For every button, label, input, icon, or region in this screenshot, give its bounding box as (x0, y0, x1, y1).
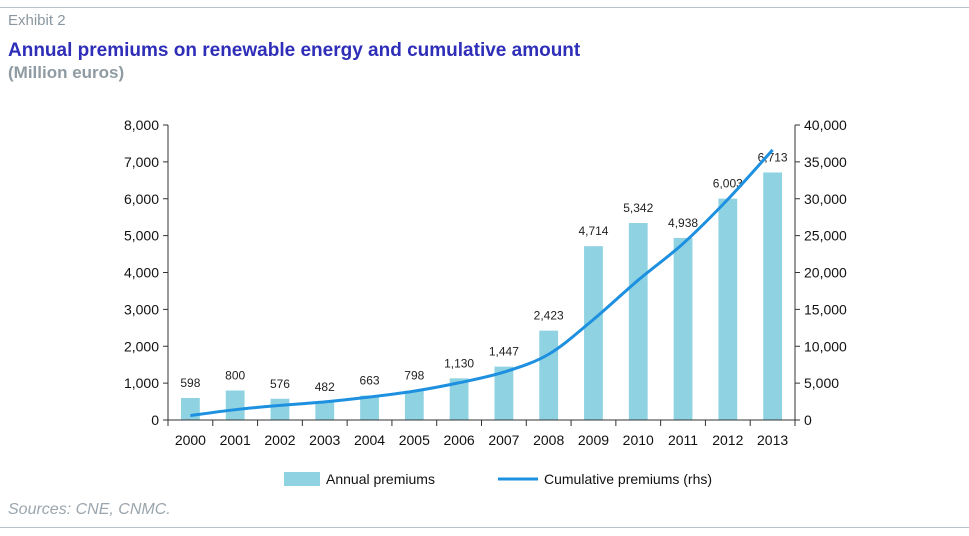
bar-data-label: 4,938 (668, 216, 698, 230)
source-note: Sources: CNE, CNMC. (8, 501, 171, 518)
bar (494, 366, 514, 420)
legend: Annual premiums Cumulative premiums (rhs… (284, 471, 712, 487)
bar (673, 237, 693, 420)
bottom-rule (0, 527, 969, 528)
x-tick-label: 2012 (712, 432, 743, 448)
bar-data-label: 1,130 (444, 356, 474, 370)
bar (763, 172, 783, 420)
bar (360, 395, 379, 420)
bar-data-label: 5,342 (623, 201, 653, 215)
bar-data-label: 663 (360, 374, 380, 388)
y-left-tick-label: 7,000 (124, 154, 159, 170)
bar (270, 398, 290, 420)
bar-data-label: 1,447 (489, 345, 519, 359)
y-left-tick-label: 3,000 (124, 301, 159, 317)
x-tick-label: 2002 (264, 432, 295, 448)
y-left-tick-label: 0 (151, 412, 159, 428)
bar-data-label: 6,003 (713, 177, 743, 191)
y-right-tick-label: 25,000 (804, 228, 847, 244)
bar-data-label: 482 (315, 380, 335, 394)
bar (180, 397, 200, 420)
bar (718, 198, 738, 420)
bar-data-label: 800 (225, 369, 245, 383)
x-tick-label: 2009 (578, 432, 609, 448)
legend-label-cumulative: Cumulative premiums (rhs) (544, 471, 712, 487)
x-tick-label: 2004 (354, 432, 385, 448)
y-right-tick-label: 40,000 (804, 117, 847, 133)
x-tick-label: 2005 (399, 432, 430, 448)
y-right-tick-label: 35,000 (804, 154, 847, 170)
x-tick-label: 2000 (175, 432, 206, 448)
bar-data-label: 6,713 (758, 150, 788, 164)
chart-subtitle: (Million euros) (8, 63, 125, 82)
x-tick-label: 2003 (309, 432, 340, 448)
y-left-tick-label: 5,000 (124, 228, 159, 244)
x-tick-label: 2013 (757, 432, 788, 448)
chart-title: Annual premiums on renewable energy and … (8, 40, 581, 61)
legend-label-annual: Annual premiums (326, 471, 435, 487)
bar-data-label: 4,714 (578, 224, 608, 238)
x-tick-label: 2010 (623, 432, 654, 448)
x-tick-label: 2006 (444, 432, 475, 448)
y-left-tick-label: 6,000 (124, 191, 159, 207)
y-right-tick-label: 10,000 (804, 338, 847, 354)
legend-swatch-annual (284, 472, 320, 486)
top-rule (0, 7, 969, 8)
bar-data-label: 576 (270, 377, 290, 391)
x-tick-label: 2001 (220, 432, 251, 448)
bar (584, 246, 603, 420)
bar (404, 390, 424, 420)
bar (628, 223, 648, 420)
cumulative-premiums-line (190, 148, 774, 418)
y-right-tick-label: 30,000 (804, 191, 847, 207)
bar-data-label: 2,423 (534, 309, 564, 323)
y-left-tick-label: 4,000 (124, 265, 159, 281)
bar (315, 402, 335, 420)
x-tick-label: 2007 (488, 432, 519, 448)
y-right-tick-label: 20,000 (804, 265, 847, 281)
bar-data-label: 798 (404, 369, 424, 383)
x-tick-label: 2011 (668, 432, 698, 448)
y-right-tick-label: 0 (804, 412, 812, 428)
y-right-tick-label: 15,000 (804, 301, 847, 317)
bar (225, 390, 245, 420)
exhibit-label: Exhibit 2 (8, 12, 66, 29)
y-left-tick-label: 8,000 (124, 117, 159, 133)
bar (449, 378, 469, 420)
y-right-tick-label: 5,000 (804, 375, 839, 391)
y-left-tick-label: 1,000 (124, 375, 159, 391)
bar-data-label: 598 (180, 376, 200, 390)
bar (539, 330, 559, 420)
y-left-tick-label: 2,000 (124, 338, 159, 354)
x-tick-label: 2008 (533, 432, 564, 448)
